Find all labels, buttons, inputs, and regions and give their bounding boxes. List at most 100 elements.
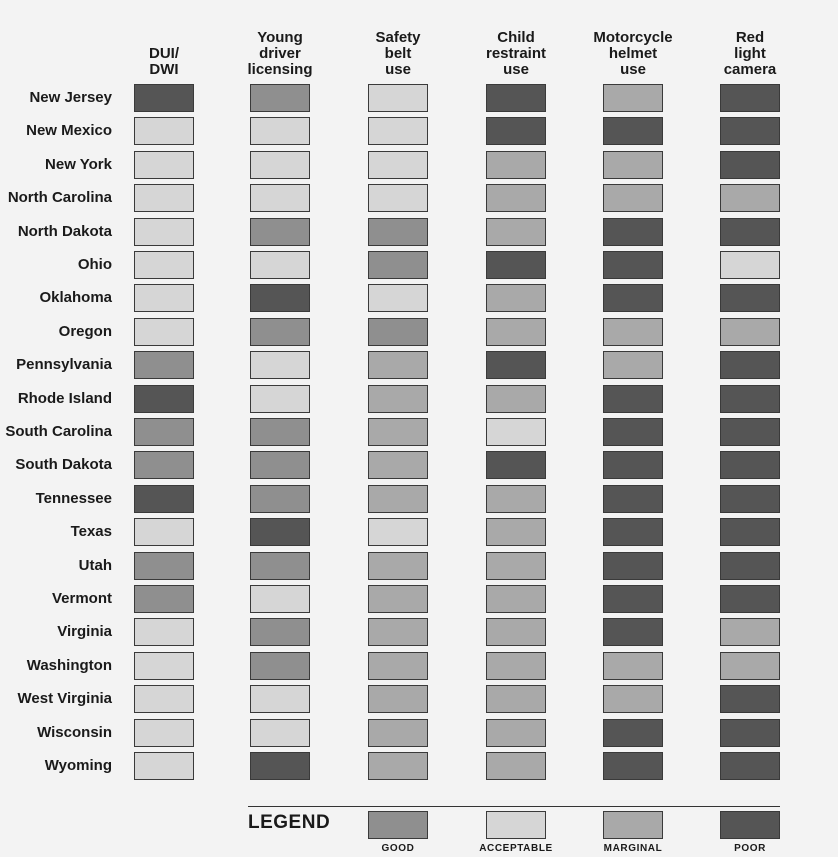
rating-cell (250, 184, 310, 213)
rating-cell (250, 551, 310, 580)
legend-title: LEGEND (248, 812, 331, 833)
rating-cell (603, 184, 663, 213)
rating-cell (134, 685, 194, 714)
rating-cell (250, 418, 310, 446)
rating-cell (134, 150, 194, 179)
rating-cell (486, 150, 546, 179)
rating-cell (486, 618, 546, 647)
rating-cell (134, 451, 194, 480)
legend-swatch (368, 811, 428, 839)
rating-cell (250, 84, 310, 112)
column-header: DUI/DWI (109, 46, 219, 78)
rating-cell (720, 551, 780, 580)
rating-cell (250, 685, 310, 714)
rating-cell (720, 384, 780, 413)
rating-cell (603, 84, 663, 112)
rating-cell (250, 618, 310, 647)
rating-cell (134, 217, 194, 246)
column-header-line: Young (257, 29, 303, 46)
rating-cell (368, 317, 428, 346)
rating-cell (250, 284, 310, 313)
rating-cell (720, 217, 780, 246)
rating-cell (250, 651, 310, 680)
rating-cell (134, 384, 194, 413)
rating-cell (368, 351, 428, 380)
rating-cell (603, 150, 663, 179)
rating-cell (368, 551, 428, 580)
column-header-line: restraint (485, 45, 547, 62)
rating-cell (603, 418, 663, 446)
rating-cell (134, 651, 194, 680)
rating-cell (368, 718, 428, 747)
rating-cell (250, 484, 310, 513)
rating-cell (368, 651, 428, 680)
state-label: Vermont (51, 590, 112, 607)
rating-cell (250, 518, 310, 547)
state-label: Ohio (77, 256, 112, 273)
rating-cell (134, 585, 194, 613)
legend-rule (248, 806, 780, 807)
rating-cell (720, 718, 780, 747)
column-header: Safety belt use (343, 30, 453, 78)
legend-swatch (720, 811, 780, 839)
rating-cell (486, 251, 546, 279)
state-label: North Carolina (7, 189, 112, 207)
rating-cell (720, 284, 780, 313)
column-header-line: use (503, 61, 529, 78)
rating-cell (250, 718, 310, 747)
rating-cell (720, 651, 780, 680)
rating-cell (603, 518, 663, 547)
rating-cell (720, 150, 780, 179)
rating-cell (603, 585, 663, 613)
column-header-line: camera (723, 61, 777, 78)
rating-cell (368, 117, 428, 146)
rating-cell (603, 685, 663, 714)
column-header-line: licensing (247, 61, 313, 78)
rating-cell (250, 752, 310, 780)
rating-cell (486, 752, 546, 780)
rating-cell (134, 317, 194, 346)
state-label: Utah (78, 556, 112, 574)
rating-cell (368, 752, 428, 780)
column-header: Child restraint use (461, 30, 571, 78)
rating-cell (720, 752, 780, 780)
column-header-line: helmet (608, 45, 658, 62)
rating-cell (486, 284, 546, 313)
rating-cell (134, 484, 194, 513)
rating-cell (368, 384, 428, 413)
rating-cell (603, 117, 663, 146)
rating-cell (486, 184, 546, 213)
legend-swatch (603, 811, 663, 839)
state-label: Texas (70, 523, 112, 541)
rating-cell (603, 251, 663, 279)
legend-label: POOR (734, 843, 766, 854)
legend-label: MARGINAL (603, 843, 663, 854)
rating-cell (603, 651, 663, 680)
rating-cell (368, 150, 428, 179)
state-label: Washington (26, 656, 112, 674)
legend-label: ACCEPTABLE (479, 843, 553, 854)
rating-cell (486, 518, 546, 547)
rating-cell (368, 618, 428, 647)
rating-cell (134, 84, 194, 112)
rating-cell (486, 317, 546, 346)
rating-cell (603, 752, 663, 780)
rating-cell (603, 284, 663, 313)
column-header-line: DWI (149, 61, 179, 78)
column-header: Motorcycle helmet use (578, 30, 688, 78)
rating-cell (486, 718, 546, 747)
rating-cell (720, 418, 780, 446)
rating-cell (603, 551, 663, 580)
column-header-line: Child (497, 29, 535, 46)
rating-cell (603, 317, 663, 346)
rating-cell (368, 418, 428, 446)
rating-cell (134, 551, 194, 580)
rating-cell (368, 84, 428, 112)
rating-cell (134, 284, 194, 313)
rating-cell (250, 217, 310, 246)
rating-cell (368, 451, 428, 480)
column-header-line: use (385, 61, 411, 78)
rating-cell (134, 184, 194, 213)
rating-cell (368, 284, 428, 313)
